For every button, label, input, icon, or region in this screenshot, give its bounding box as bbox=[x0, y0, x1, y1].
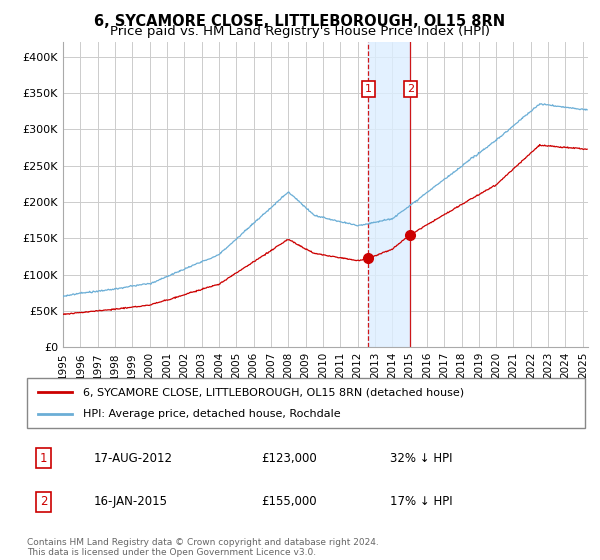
Text: HPI: Average price, detached house, Rochdale: HPI: Average price, detached house, Roch… bbox=[83, 409, 340, 419]
Text: Contains HM Land Registry data © Crown copyright and database right 2024.
This d: Contains HM Land Registry data © Crown c… bbox=[27, 538, 379, 557]
Text: 17-AUG-2012: 17-AUG-2012 bbox=[94, 452, 173, 465]
Text: 6, SYCAMORE CLOSE, LITTLEBOROUGH, OL15 8RN (detached house): 6, SYCAMORE CLOSE, LITTLEBOROUGH, OL15 8… bbox=[83, 387, 464, 397]
Text: 32% ↓ HPI: 32% ↓ HPI bbox=[390, 452, 452, 465]
Text: 2: 2 bbox=[407, 84, 414, 94]
Text: £155,000: £155,000 bbox=[262, 495, 317, 508]
Text: 2: 2 bbox=[40, 495, 47, 508]
Text: 6, SYCAMORE CLOSE, LITTLEBOROUGH, OL15 8RN: 6, SYCAMORE CLOSE, LITTLEBOROUGH, OL15 8… bbox=[94, 14, 506, 29]
Text: £123,000: £123,000 bbox=[262, 452, 317, 465]
Text: 1: 1 bbox=[365, 84, 372, 94]
FancyBboxPatch shape bbox=[27, 378, 585, 428]
Text: 16-JAN-2015: 16-JAN-2015 bbox=[94, 495, 168, 508]
Text: 17% ↓ HPI: 17% ↓ HPI bbox=[390, 495, 452, 508]
Text: Price paid vs. HM Land Registry's House Price Index (HPI): Price paid vs. HM Land Registry's House … bbox=[110, 25, 490, 38]
Text: 1: 1 bbox=[40, 452, 47, 465]
Bar bbox=[368, 42, 410, 347]
